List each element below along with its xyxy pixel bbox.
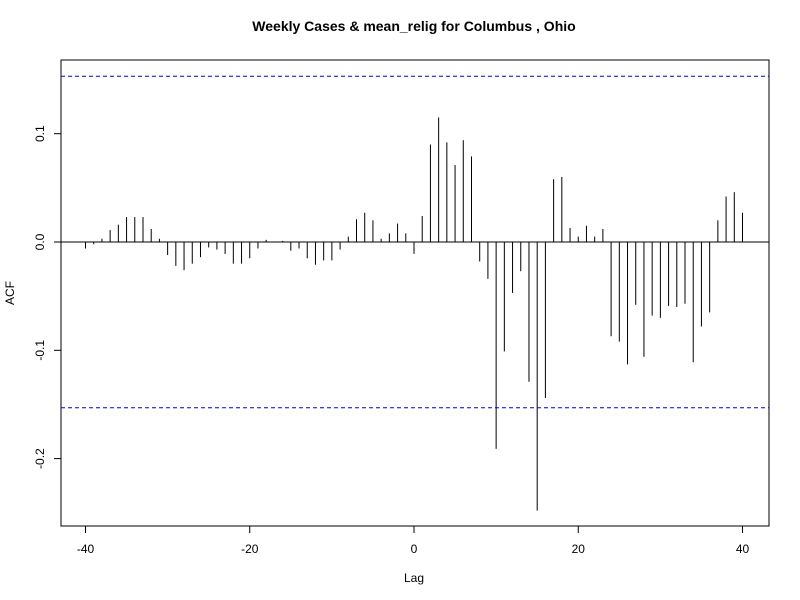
x-tick-label: 20 (572, 542, 586, 556)
y-tick-label: -0.1 (33, 340, 47, 361)
x-axis-label: Lag (404, 571, 424, 585)
x-axis: -40 -20 0 20 40 (77, 526, 750, 556)
plot-frame (60, 59, 770, 527)
acf-bars (85, 117, 743, 511)
y-tick-label: 0.1 (33, 125, 47, 142)
y-axis-label: ACF (3, 281, 17, 305)
y-axis: -0.2 -0.1 0.0 0.1 (33, 125, 61, 469)
x-tick-label: -40 (77, 542, 95, 556)
y-tick-label: 0.0 (33, 233, 47, 250)
x-tick-label: 0 (411, 542, 418, 556)
chart-title: Weekly Cases & mean_relig for Columbus ,… (252, 18, 575, 34)
x-tick-label: 40 (736, 542, 750, 556)
x-tick-label: -20 (241, 542, 259, 556)
y-tick-label: -0.2 (33, 448, 47, 469)
